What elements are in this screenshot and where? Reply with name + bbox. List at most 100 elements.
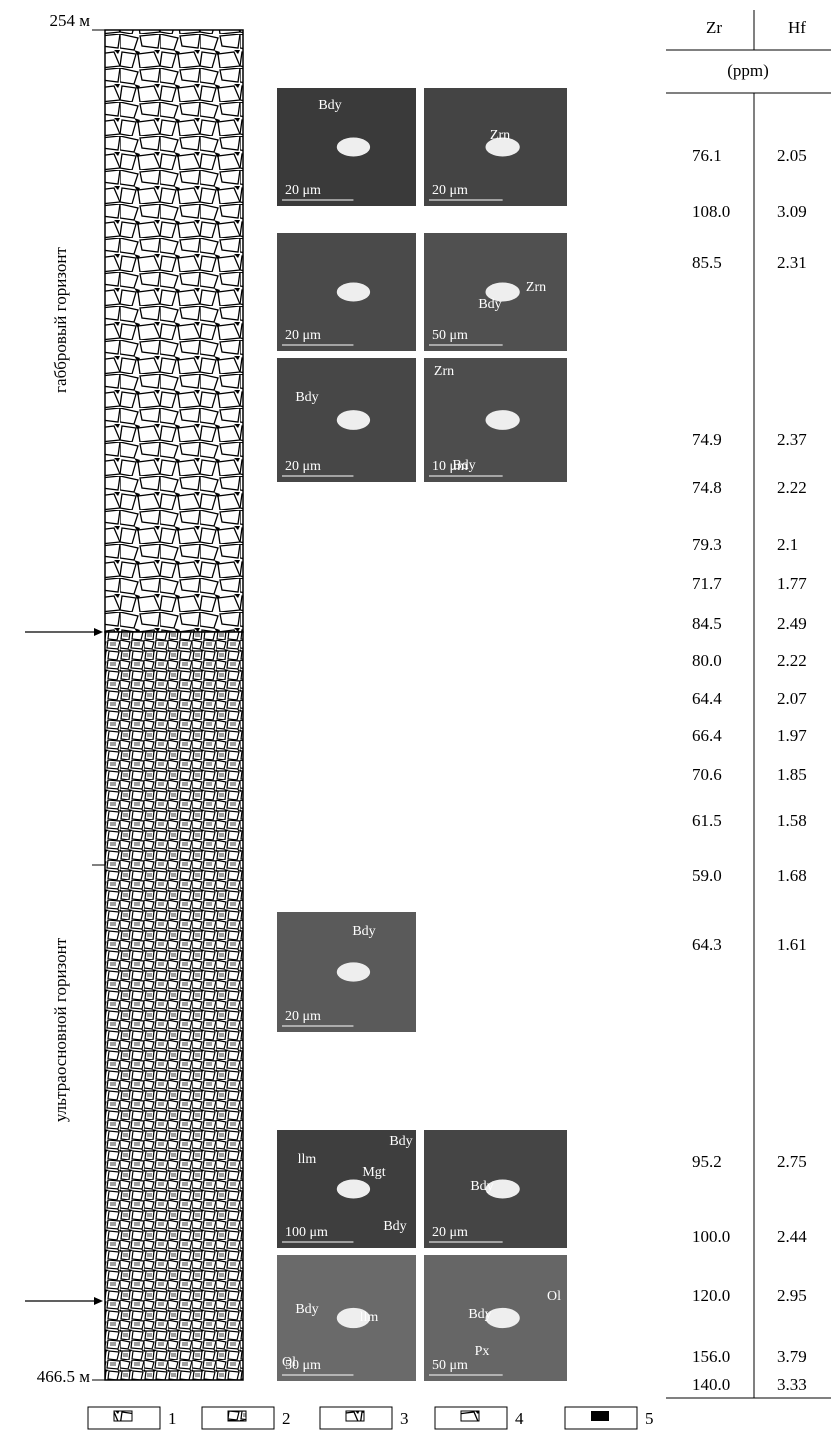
scale-label: 20 μm <box>285 459 321 474</box>
hf-value: 2.1 <box>777 535 798 554</box>
hf-value: 2.31 <box>777 253 807 272</box>
hf-value: 2.49 <box>777 614 807 633</box>
scale-label: 50 μm <box>432 1358 468 1373</box>
scale-label: 20 μm <box>432 1225 468 1240</box>
images: Bdy 20 μm Zrn 20 μm Bdy 20 μm Zrn Bdy 50 μm Bdy 20… <box>277 88 567 1381</box>
legend-number: 5 <box>645 1409 654 1428</box>
mineral-label: Zrn <box>490 128 510 143</box>
scale-label: 50 μm <box>285 1358 321 1373</box>
zr-value: 66.4 <box>692 726 722 745</box>
mineral-label: Bdy <box>383 1219 406 1234</box>
legend-number: 1 <box>168 1409 177 1428</box>
mineral-label: Bdy <box>468 1307 491 1322</box>
hf-value: 3.79 <box>777 1347 807 1366</box>
zr-value: 74.9 <box>692 430 722 449</box>
ultramafic-section <box>105 632 243 1380</box>
mineral-label: Zrn <box>526 280 546 295</box>
zr-value: 100.0 <box>692 1227 730 1246</box>
mineral-label: Bdy <box>478 297 501 312</box>
scale-label: 20 μm <box>285 183 321 198</box>
scale-label: 20 μm <box>285 1009 321 1024</box>
hf-value: 2.22 <box>777 478 807 497</box>
grain <box>337 283 370 302</box>
mineral-label: Bdy <box>352 924 375 939</box>
legend-number: 2 <box>282 1409 291 1428</box>
mineral-label: Px <box>475 1344 490 1359</box>
figure: 254 м 466.5 м габбровый горизонт ультрао… <box>0 0 831 1430</box>
legend-symbol <box>461 1411 479 1421</box>
arrow-head <box>94 1297 103 1305</box>
grain <box>337 138 370 157</box>
horizon-label: габбровый горизонт <box>51 246 70 392</box>
zr-value: 76.1 <box>692 146 722 165</box>
zr-value: 71.7 <box>692 574 722 593</box>
legend-symbol <box>114 1411 132 1421</box>
zr-value: 74.8 <box>692 478 722 497</box>
top-depth: 254 м <box>49 11 90 30</box>
zr-value: 120.0 <box>692 1286 730 1305</box>
legend-symbol <box>591 1411 609 1421</box>
arrow-head <box>94 628 103 636</box>
mineral-label: llm <box>298 1152 317 1167</box>
zr-value: 84.5 <box>692 614 722 633</box>
table: Zr Hf (ppm) 76.1 2.05 108.0 3.09 85.5 2.31 74.… <box>666 10 831 1398</box>
zr-value: 79.3 <box>692 535 722 554</box>
mineral-label: Ol <box>547 1289 561 1304</box>
zr-value: 70.6 <box>692 765 722 784</box>
zr-value: 108.0 <box>692 202 730 221</box>
zr-value: 80.0 <box>692 651 722 670</box>
legend: 1 2 3 4 5 <box>88 1407 654 1429</box>
mineral-label: Mgt <box>362 1165 385 1180</box>
legend-number: 3 <box>400 1409 409 1428</box>
hf-value: 2.95 <box>777 1286 807 1305</box>
grain <box>337 962 370 981</box>
horizon-label: ультраосновной горизонт <box>51 937 70 1122</box>
legend-symbol <box>228 1411 246 1421</box>
hf-value: 1.58 <box>777 811 807 830</box>
unit: (ppm) <box>727 61 769 80</box>
scale-label: 20 μm <box>285 328 321 343</box>
legend-number: 4 <box>515 1409 524 1428</box>
zr-value: 64.4 <box>692 689 722 708</box>
zr-value: 64.3 <box>692 935 722 954</box>
zr-value: 59.0 <box>692 866 722 885</box>
hf-value: 1.97 <box>777 726 807 745</box>
mineral-label: Bdy <box>470 1179 493 1194</box>
grain <box>337 410 370 430</box>
scale-label: 100 μm <box>285 1225 328 1240</box>
grain <box>485 410 519 430</box>
scale-label: 50 μm <box>432 328 468 343</box>
hf-value: 2.37 <box>777 430 807 449</box>
zr-value: 140.0 <box>692 1375 730 1394</box>
hf-value: 3.33 <box>777 1375 807 1394</box>
grain <box>337 1180 370 1199</box>
zr-value: 156.0 <box>692 1347 730 1366</box>
hf-value: 1.85 <box>777 765 807 784</box>
zr-value: 61.5 <box>692 811 722 830</box>
bottom-depth: 466.5 м <box>37 1367 91 1386</box>
mineral-label: Bdy <box>318 98 341 113</box>
hf-value: 1.77 <box>777 574 807 593</box>
header: Zr <box>706 18 722 37</box>
mineral-label: Bdy <box>389 1134 412 1149</box>
mineral-label: Zrn <box>434 364 454 379</box>
hf-value: 1.68 <box>777 866 807 885</box>
hf-value: 1.61 <box>777 935 807 954</box>
hf-value: 3.09 <box>777 202 807 221</box>
hf-value: 2.05 <box>777 146 807 165</box>
mineral-label: Bdy <box>295 1302 318 1317</box>
scale-label: 10 μm <box>432 459 468 474</box>
column: 254 м 466.5 м габбровый горизонт ультрао… <box>25 11 243 1386</box>
hf-value: 2.44 <box>777 1227 807 1246</box>
mineral-label: Bdy <box>295 390 318 405</box>
scale-label: 20 μm <box>432 183 468 198</box>
header: Hf <box>788 18 806 37</box>
hf-value: 2.75 <box>777 1152 807 1171</box>
legend-symbol <box>346 1411 364 1421</box>
gabbro-section <box>105 30 243 632</box>
hf-value: 2.07 <box>777 689 807 708</box>
hf-value: 2.22 <box>777 651 807 670</box>
zr-value: 95.2 <box>692 1152 722 1171</box>
mineral-label: llm <box>360 1310 379 1325</box>
zr-value: 85.5 <box>692 253 722 272</box>
